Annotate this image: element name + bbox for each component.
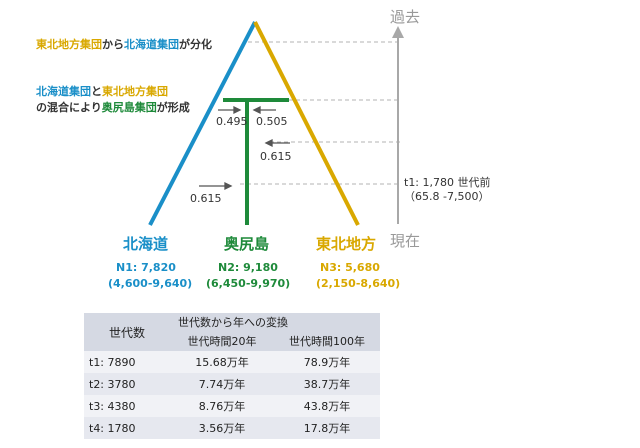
tohoku-branch xyxy=(253,21,360,226)
migration-value-0615-left: 0.615 xyxy=(190,192,222,205)
population-size: N3: 5,680 xyxy=(320,261,380,274)
time-reference-lines xyxy=(240,41,400,185)
y100-cell: 38.7万年 xyxy=(274,373,380,395)
population-size: N2: 9,180 xyxy=(218,261,278,274)
population-name: 東北地方 xyxy=(316,235,377,253)
y20-cell: 15.68万年 xyxy=(170,351,274,373)
time-axis-arrowhead xyxy=(392,26,404,38)
population-range: (2,150-8,640) xyxy=(316,277,401,290)
admix-and: と xyxy=(91,85,102,98)
axis-present-label: 現在 xyxy=(390,232,421,250)
y100-cell: 78.9万年 xyxy=(274,351,380,373)
population-name: 北海道 xyxy=(123,235,169,253)
arrow-0615-left-head xyxy=(224,181,233,191)
admix-source-b: 東北地方集団 xyxy=(102,85,168,98)
y100-cell: 17.8万年 xyxy=(274,417,380,439)
split-annotation: 東北地方集団から北海道集団が分化 xyxy=(36,36,212,52)
col-20-header: 世代時間20年 xyxy=(170,330,274,351)
y20-cell: 3.56万年 xyxy=(170,417,274,439)
admix-annotation: 北海道集団と東北地方集団 の混合により奥尻島集団が形成 xyxy=(36,84,190,116)
t1-annotation: t1: 1,780 世代前 （65.8 -7,500） xyxy=(404,176,491,204)
gen-cell: t1: 7890 xyxy=(84,351,170,373)
gen-cell: t2: 3780 xyxy=(84,373,170,395)
split-target-label: 北海道集団 xyxy=(124,38,179,51)
population-name: 奥尻島 xyxy=(224,235,270,253)
population-range: (6,450-9,970) xyxy=(206,277,291,290)
population-hokkaido: 北海道 N1: 7,820 (4,600-9,640) xyxy=(108,233,192,292)
table-row: t4: 1780 3.56万年 17.8万年 xyxy=(84,417,380,439)
migration-value-0495: 0.495 xyxy=(216,115,248,128)
table-row: t1: 7890 15.68万年 78.9万年 xyxy=(84,351,380,373)
population-range: (4,600-9,640) xyxy=(108,277,193,290)
admix-line2-pre: の混合により xyxy=(36,101,102,114)
t1-range: （65.8 -7,500） xyxy=(404,190,490,203)
admix-source-a: 北海道集団 xyxy=(36,85,91,98)
t1-label: t1: 1,780 世代前 xyxy=(404,176,491,189)
admix-result: 奥尻島集団 xyxy=(101,101,157,114)
arrow-0615-right-head xyxy=(264,138,273,148)
gen-cell: t3: 4380 xyxy=(84,395,170,417)
conversion-title: 世代数から年への変換 xyxy=(170,313,380,330)
col-generation-header: 世代数 xyxy=(84,313,170,351)
arrow-0505-head xyxy=(252,105,261,115)
y100-cell: 43.8万年 xyxy=(274,395,380,417)
population-okushiri: 奥尻島 N2: 9,180 (6,450-9,970) xyxy=(206,233,290,292)
population-size: N1: 7,820 xyxy=(116,261,176,274)
admix-line2-post: が形成 xyxy=(156,101,190,114)
table-header-row-1: 世代数 世代数から年への変換 xyxy=(84,313,380,351)
table-row: t3: 4380 8.76万年 43.8万年 xyxy=(84,395,380,417)
split-suffix: が分化 xyxy=(179,38,212,51)
col-100-header: 世代時間100年 xyxy=(274,330,380,351)
table-row: t2: 3780 7.74万年 38.7万年 xyxy=(84,373,380,395)
migration-value-0615-right: 0.615 xyxy=(260,150,292,163)
arrow-0495-head xyxy=(233,105,242,115)
gen-cell: t4: 1780 xyxy=(84,417,170,439)
hokkaido-branch xyxy=(148,21,257,226)
y20-cell: 7.74万年 xyxy=(170,373,274,395)
population-tohoku: 東北地方 N3: 5,680 (2,150-8,640) xyxy=(316,233,400,292)
split-connector: から xyxy=(102,38,124,51)
migration-value-0505: 0.505 xyxy=(256,115,288,128)
y20-cell: 8.76万年 xyxy=(170,395,274,417)
generation-conversion-table: 世代数 世代数から年への変換 世代時間20年 世代時間100年 t1: 7890… xyxy=(84,313,380,439)
table-header-row-2: 世代時間20年 世代時間100年 xyxy=(84,330,380,351)
axis-past-label: 過去 xyxy=(390,8,421,26)
split-source-label: 東北地方集団 xyxy=(36,38,102,51)
